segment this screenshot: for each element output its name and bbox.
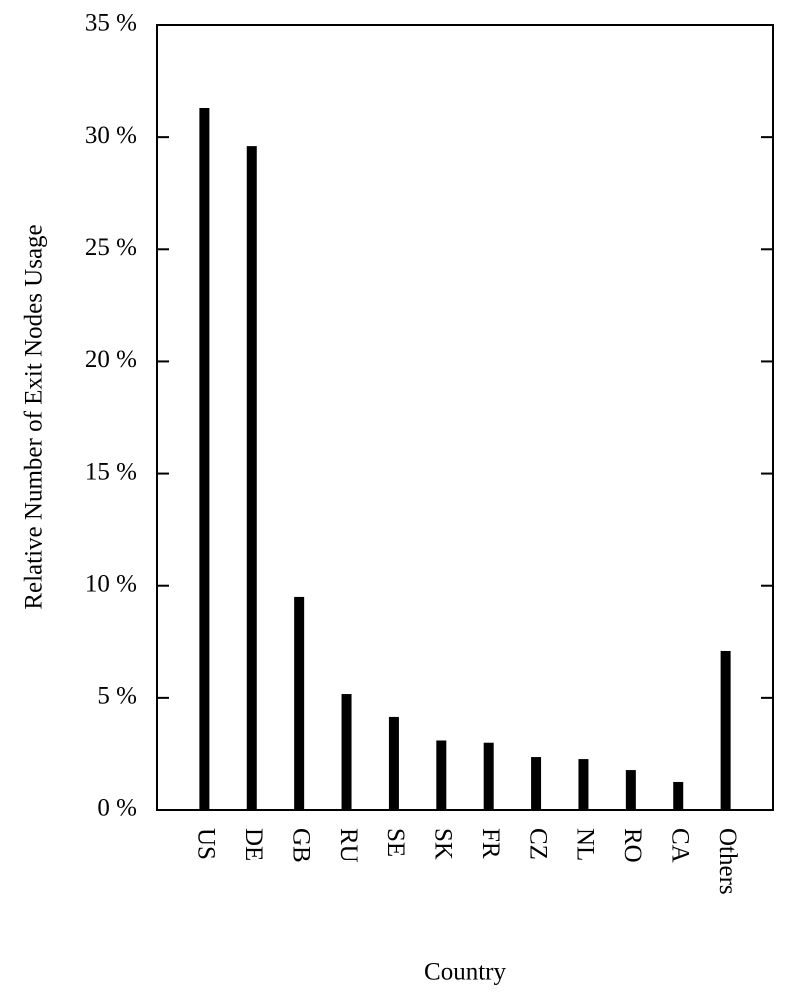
x-tick-label: FR — [477, 828, 504, 859]
bar — [578, 759, 589, 810]
bar — [341, 694, 352, 810]
y-axis-label: Relative Number of Exit Nodes Usage — [21, 224, 48, 609]
y-tick-label: 15 % — [85, 458, 137, 485]
bar — [483, 742, 494, 810]
bar — [436, 740, 447, 810]
x-tick-label: NL — [572, 828, 599, 861]
bar — [673, 781, 684, 810]
bar — [294, 596, 305, 810]
x-tick-label: SE — [382, 828, 409, 857]
x-tick-label: RU — [335, 828, 362, 863]
y-tick-label: 25 % — [85, 234, 137, 261]
y-tick-label: 35 % — [85, 10, 137, 37]
y-tick-label: 5 % — [97, 683, 137, 710]
y-tick-label: 0 % — [97, 795, 137, 822]
x-tick-label: DE — [240, 828, 267, 861]
x-tick-label: SK — [430, 828, 457, 860]
x-tick-label: RO — [619, 828, 646, 863]
bar — [531, 757, 542, 810]
y-tick-label: 20 % — [85, 346, 137, 373]
x-tick-label: Others — [714, 828, 741, 895]
x-tick-label: CA — [666, 828, 693, 863]
y-tick-label: 30 % — [85, 122, 137, 149]
x-tick-label: CZ — [524, 828, 551, 860]
x-axis-label: Country — [424, 959, 506, 986]
bar — [246, 146, 257, 811]
bar — [625, 770, 636, 810]
x-tick-label: GB — [287, 828, 314, 863]
plot-frame — [156, 24, 774, 811]
y-tick-label: 10 % — [85, 570, 137, 597]
bar — [199, 107, 210, 810]
bar — [720, 650, 731, 810]
bar — [388, 716, 399, 810]
x-tick-label: US — [193, 828, 220, 860]
